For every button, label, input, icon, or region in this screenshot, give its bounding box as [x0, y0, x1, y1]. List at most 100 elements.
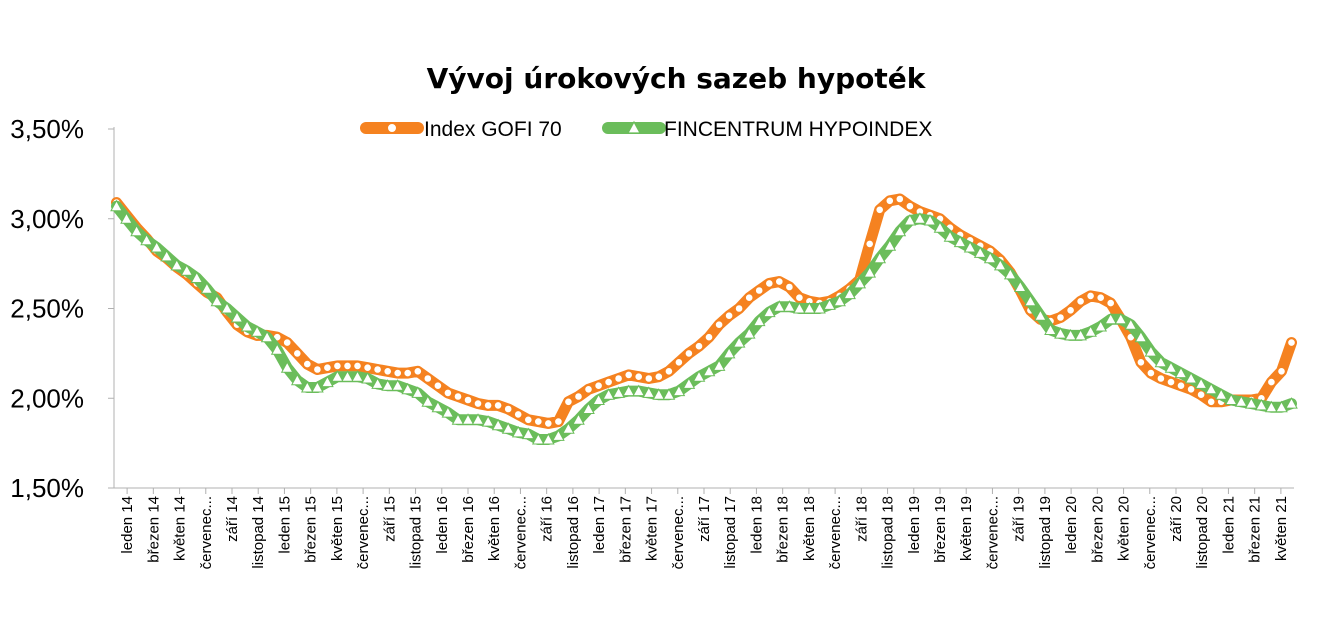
data-point [1155, 373, 1167, 384]
data-point [351, 370, 364, 382]
data-point [903, 213, 917, 226]
data-point [643, 373, 655, 384]
data-point [1085, 290, 1096, 302]
x-tick-label: květen 18 [801, 496, 818, 561]
data-point [1175, 380, 1187, 392]
data-point [794, 292, 805, 304]
y-tick-label: 2,50% [10, 294, 84, 324]
x-tick-label: květen 14 [172, 496, 189, 561]
data-point [401, 382, 415, 395]
data-point [893, 224, 907, 237]
x-tick-label: březen 20 [1089, 496, 1106, 563]
series-gofi [111, 193, 1297, 429]
data-point [382, 366, 394, 377]
data-point [1185, 384, 1197, 395]
data-point [371, 377, 384, 389]
data-point [341, 370, 354, 382]
x-tick-label: listopad 15 [408, 496, 425, 569]
data-point [1195, 389, 1207, 401]
x-tick-label: červenec... [198, 496, 215, 569]
data-point [1276, 366, 1287, 377]
chart-title: Vývoj úrokových sazeb hypoték [427, 62, 927, 95]
data-point [502, 403, 514, 415]
data-point [451, 413, 465, 425]
data-point [884, 195, 896, 207]
data-point [1234, 395, 1248, 407]
x-tick-label: leden 19 [906, 496, 923, 554]
data-point [331, 370, 344, 382]
data-point [742, 327, 756, 339]
data-point [1145, 367, 1157, 379]
data-point [562, 422, 575, 434]
data-point [1285, 397, 1298, 409]
data-point [843, 287, 856, 300]
data-point [392, 367, 404, 379]
y-tick-label: 3,50% [10, 114, 84, 144]
data-point [573, 391, 584, 402]
data-point [292, 348, 303, 359]
data-point [572, 413, 585, 425]
legend-marker-gofi-icon [386, 122, 398, 134]
data-point [421, 395, 435, 407]
data-point [543, 418, 554, 429]
data-point [391, 379, 405, 391]
data-point [1194, 377, 1208, 389]
data-point [1065, 305, 1076, 316]
x-axis: leden 14 březen 14 květen 14 červenec... zář… [114, 487, 1294, 569]
x-tick-label: září 14 [224, 496, 241, 542]
data-point [823, 298, 836, 310]
data-point [652, 388, 666, 400]
x-tick-label: září 20 [1168, 496, 1185, 542]
data-point [110, 199, 123, 212]
data-point [743, 292, 755, 304]
data-point [1135, 357, 1147, 368]
data-point [1075, 296, 1086, 307]
data-point [1074, 328, 1087, 341]
data-point [381, 379, 395, 391]
data-point [280, 361, 294, 373]
data-point [300, 380, 314, 393]
x-tick-label: leden 17 [591, 496, 608, 554]
x-tick-label: červenec... [512, 496, 529, 569]
data-point [583, 384, 594, 395]
data-point [200, 282, 214, 294]
data-point [753, 285, 765, 296]
data-point [1124, 318, 1138, 330]
data-point [663, 366, 675, 377]
x-tick-label: květen 16 [486, 496, 503, 561]
data-point [1114, 312, 1128, 325]
data-point [190, 271, 204, 283]
x-tick-label: leden 15 [276, 496, 293, 554]
data-point [402, 367, 414, 379]
data-point [1055, 312, 1066, 323]
data-point [1003, 267, 1017, 280]
data-point [311, 380, 324, 393]
data-point [471, 413, 485, 425]
data-point [461, 413, 475, 425]
data-point [1244, 397, 1258, 409]
x-tick-label: září 17 [696, 496, 713, 542]
data-point [702, 364, 716, 377]
x-tick-label: červenec... [827, 496, 844, 569]
data-point [582, 402, 595, 414]
data-point [1205, 396, 1217, 408]
x-tick-label: květen 21 [1273, 496, 1290, 561]
data-point [160, 249, 174, 262]
data-point [1184, 371, 1198, 384]
data-point [883, 239, 897, 251]
data-point [1105, 297, 1116, 309]
data-point [210, 294, 224, 307]
data-point [492, 400, 504, 411]
data-point [482, 400, 494, 411]
x-tick-label: listopad 18 [880, 496, 897, 569]
data-point [622, 384, 636, 397]
data-point [521, 427, 535, 440]
y-tick-label: 1,50% [10, 473, 84, 503]
data-point [332, 360, 343, 372]
data-point [874, 204, 886, 216]
x-tick-label: březen 19 [932, 496, 949, 563]
data-point [722, 346, 736, 359]
data-point [1224, 393, 1238, 405]
legend-item-gofi: Index GOFI 70 [360, 118, 562, 141]
data-point [973, 246, 987, 258]
